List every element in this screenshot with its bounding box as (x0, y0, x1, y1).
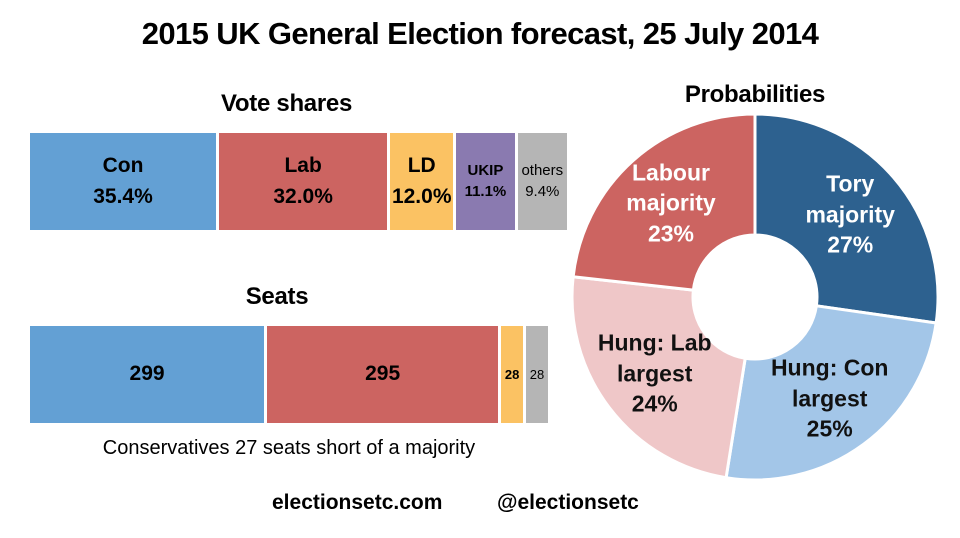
page-title: 2015 UK General Election forecast, 25 Ju… (141, 16, 819, 51)
donut-label-line: Hung: Con (770, 354, 889, 381)
bar-segment-label: 299 (129, 362, 165, 386)
bar-segment-label: 11.1% (464, 182, 507, 200)
donut-label-line: 23% (647, 220, 695, 247)
footer-twitter-handle: @electionsetc (497, 491, 639, 514)
bar-segment-label: LD (407, 154, 436, 178)
bar-segment-others: others 9.4% (517, 133, 567, 230)
donut-label-line: largest (791, 385, 868, 412)
probabilities-donut-chart: Tory majority 27% Hung: Con largest 25% Hung: … (565, 107, 945, 487)
bar-segment-label: Con (102, 154, 144, 178)
vote-shares-heading: Vote shares (221, 90, 352, 117)
bar-segment-label: 12.0% (391, 184, 452, 208)
donut-label-hung-lab-largest: Hung: Lab largest 24% (598, 328, 712, 419)
bar-segment-others: 28 (526, 326, 548, 423)
donut-label-line: Hung: Lab (597, 329, 712, 356)
bar-segment-label: others (521, 162, 564, 180)
donut-label-tory-majority: Tory majority 27% (805, 169, 894, 260)
bar-segment-label: 32.0% (273, 184, 333, 208)
donut-label-line: Tory (826, 170, 875, 197)
bar-segment-label: 295 (365, 362, 401, 386)
probabilities-heading: Probabilities (684, 81, 826, 108)
donut-segment-hung-lab-largest (570, 275, 747, 480)
donut-label-hung-con-largest: Hung: Con largest 25% (771, 353, 889, 444)
donut-label-line: largest (616, 360, 693, 387)
seats-bar: 299 295 28 28 (30, 326, 548, 423)
donut-label-line: majority (626, 189, 716, 216)
donut-segment-hung-con-largest (724, 304, 938, 482)
bar-segment-lab: 295 (267, 326, 499, 423)
bar-segment-label: 35.4% (93, 184, 153, 208)
bar-segment-lab: Lab 32.0% (219, 133, 388, 230)
bar-segment-label: UKIP (467, 162, 504, 180)
donut-label-line: Labour (632, 159, 710, 186)
donut-label-line: 25% (806, 415, 853, 442)
bar-segment-con: 299 (30, 326, 265, 423)
bar-segment-ld: 28 (501, 326, 524, 423)
donut-segment-labour-majority (571, 112, 757, 292)
bar-segment-con: Con 35.4% (30, 133, 217, 230)
bar-segment-label: 28 (529, 366, 545, 382)
seats-heading: Seats (245, 283, 309, 310)
donut-svg (570, 112, 940, 482)
donut-label-line: 27% (827, 231, 874, 258)
bar-segment-label: Lab (284, 154, 322, 178)
bar-segment-ld: LD 12.0% (390, 133, 454, 230)
donut-label-line: majority (805, 201, 895, 228)
bar-segment-label: 28 (504, 366, 520, 382)
seats-caption: Conservatives 27 seats short of a majori… (102, 437, 476, 459)
donut-segment-tory-majority (753, 112, 940, 325)
donut-label-line: 24% (631, 390, 678, 417)
vote-shares-bar: Con 35.4% Lab 32.0% LD 12.0% UKIP 11.1% others 9.… (30, 133, 567, 230)
donut-label-labour-majority: Labour majority 23% (626, 158, 715, 249)
bar-segment-ukip: UKIP 11.1% (456, 133, 515, 230)
bar-segment-label: 9.4% (525, 182, 560, 200)
footer-website: electionsetc.com (272, 491, 443, 514)
